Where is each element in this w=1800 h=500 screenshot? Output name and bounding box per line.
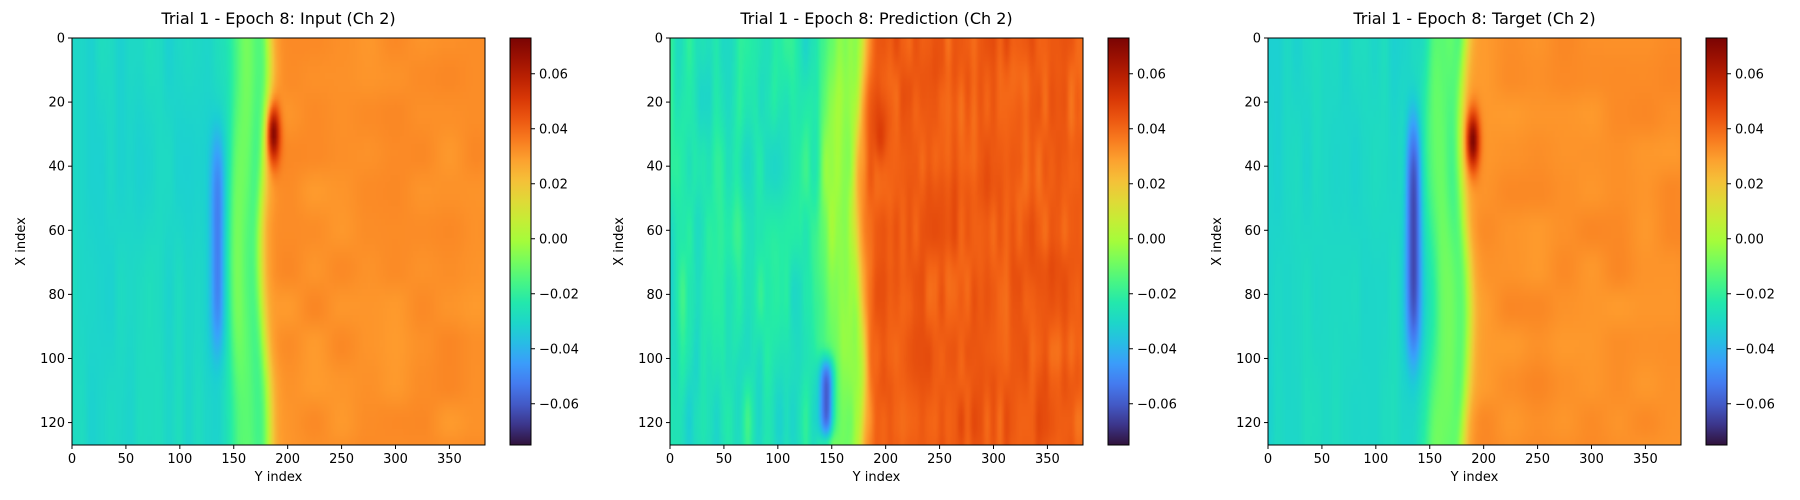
x-tick-label: 200 [873,452,898,467]
y-tick-label: 40 [48,160,65,175]
y-axis-label: X index [14,217,29,266]
x-tick-label: 200 [1471,452,1496,467]
x-axis-label: Y index [852,470,901,485]
x-tick-label: 150 [221,452,246,467]
colorbar-tick-label: 0.00 [539,232,568,247]
colorbar-tick-label: 0.04 [1137,122,1166,137]
colorbar-tick-label: 0.02 [539,177,568,192]
x-tick-label: 0 [68,452,76,467]
colorbar [1706,38,1727,445]
colorbar-tick-label: 0.02 [1735,177,1764,192]
x-tick-label: 50 [716,452,733,467]
y-tick-label: 0 [57,32,65,47]
x-tick-label: 300 [981,452,1006,467]
x-tick-label: 250 [329,452,354,467]
colorbar-tick-label: 0.04 [539,122,568,137]
colorbar-tick-label: 0.00 [1735,232,1764,247]
chart-title: Trial 1 - Epoch 8: Prediction (Ch 2) [739,9,1012,28]
colorbar-tick-label: −0.06 [1735,397,1775,412]
heatmap-image-prediction [670,38,1083,445]
x-axis-label: Y index [254,470,303,485]
x-tick-label: 200 [275,452,300,467]
colorbar-tick-label: 0.00 [1137,232,1166,247]
x-tick-label: 150 [819,452,844,467]
y-tick-label: 0 [655,32,663,47]
y-tick-label: 40 [1244,160,1261,175]
y-tick-label: 120 [40,416,65,431]
x-axis-label: Y index [1450,470,1499,485]
y-tick-label: 0 [1253,32,1261,47]
colorbar-tick-label: −0.02 [1735,287,1775,302]
x-tick-label: 350 [437,452,462,467]
heatmap-image-input [72,38,485,445]
y-tick-label: 60 [646,224,663,239]
colorbar-tick-label: −0.04 [1735,342,1775,357]
axes-frame [669,37,1084,446]
colorbar-tick-label: 0.06 [539,67,568,82]
y-tick-label: 20 [1244,96,1261,111]
x-tick-label: 350 [1035,452,1060,467]
x-tick-label: 100 [1363,452,1388,467]
y-tick-label: 40 [646,160,663,175]
y-tick-label: 60 [48,224,65,239]
x-tick-label: 100 [167,452,192,467]
axes-frame [71,37,486,446]
y-tick-label: 20 [646,96,663,111]
chart-title: Trial 1 - Epoch 8: Input (Ch 2) [160,9,395,28]
colorbar-frame [509,37,532,446]
panel-input: Trial 1 - Epoch 8: Input (Ch 2) 0 50 100 150… [14,9,579,485]
panel-target: Trial 1 - Epoch 8: Target (Ch 2) 0 50 100 15… [1210,9,1775,485]
x-tick-label: 0 [666,452,674,467]
y-tick-label: 120 [1236,416,1261,431]
y-tick-label: 80 [48,288,65,303]
y-tick-label: 120 [638,416,663,431]
colorbar-tick-label: 0.06 [1735,67,1764,82]
y-axis-label: X index [1210,217,1225,266]
colorbar-tick-label: −0.02 [539,287,579,302]
y-tick-label: 60 [1244,224,1261,239]
y-tick-label: 80 [1244,288,1261,303]
axes-frame [1267,37,1682,446]
x-tick-label: 50 [1314,452,1331,467]
x-tick-label: 100 [765,452,790,467]
x-tick-label: 300 [383,452,408,467]
heatmap-image-target [1268,38,1681,445]
colorbar-tick-label: −0.06 [539,397,579,412]
colorbar-tick-label: −0.02 [1137,287,1177,302]
y-tick-label: 100 [40,352,65,367]
x-tick-label: 250 [1525,452,1550,467]
y-tick-label: 80 [646,288,663,303]
x-tick-label: 300 [1579,452,1604,467]
colorbar-tick-label: 0.04 [1735,122,1764,137]
colorbar-frame [1705,37,1728,446]
colorbar-tick-label: −0.04 [539,342,579,357]
x-tick-label: 350 [1633,452,1658,467]
colorbar-tick-label: −0.06 [1137,397,1177,412]
y-axis-label: X index [612,217,627,266]
x-tick-label: 0 [1264,452,1272,467]
colorbar [510,38,531,445]
colorbar-tick-label: 0.06 [1137,67,1166,82]
x-tick-label: 250 [927,452,952,467]
x-tick-label: 150 [1417,452,1442,467]
y-tick-label: 100 [638,352,663,367]
colorbar-tick-label: 0.02 [1137,177,1166,192]
colorbar-frame [1107,37,1130,446]
chart-title: Trial 1 - Epoch 8: Target (Ch 2) [1352,9,1595,28]
colorbar [1108,38,1129,445]
panel-prediction: Trial 1 - Epoch 8: Prediction (Ch 2) 0 50 1… [612,9,1177,485]
y-tick-label: 100 [1236,352,1261,367]
x-tick-label: 50 [118,452,135,467]
y-tick-label: 20 [48,96,65,111]
colorbar-tick-label: −0.04 [1137,342,1177,357]
